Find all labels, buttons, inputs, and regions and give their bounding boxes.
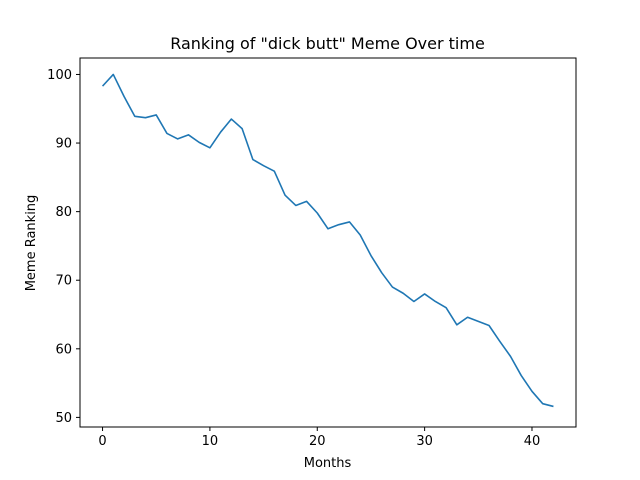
series-line-0 <box>101 73 554 408</box>
data-point <box>391 286 393 288</box>
data-point <box>230 118 232 120</box>
data-point <box>198 141 200 143</box>
y-tick-label: 60 <box>55 342 72 357</box>
x-tick-label: 30 <box>416 434 433 449</box>
data-point <box>327 228 329 230</box>
data-point <box>123 95 125 97</box>
data-point <box>520 375 522 377</box>
data-point <box>209 147 211 149</box>
plot-area <box>79 57 577 428</box>
x-axis-ticks: 0 10 20 30 40 <box>98 427 540 449</box>
x-axis-label: Months <box>304 456 352 471</box>
x-tick-label: 10 <box>202 434 219 449</box>
data-point <box>542 403 544 405</box>
data-point <box>284 194 286 196</box>
x-tick-label: 20 <box>309 434 326 449</box>
data-point <box>306 200 308 202</box>
data-point <box>273 170 275 172</box>
data-point <box>370 255 372 257</box>
data-point <box>348 221 350 223</box>
data-point <box>381 272 383 274</box>
data-point <box>424 293 426 295</box>
data-point <box>187 134 189 136</box>
data-point <box>252 159 254 161</box>
data-point <box>477 320 479 322</box>
data-point <box>402 292 404 294</box>
axes-frame <box>79 57 577 428</box>
data-point <box>434 300 436 302</box>
data-point <box>241 128 243 130</box>
data-point <box>467 316 469 318</box>
y-tick-label: 50 <box>55 411 72 426</box>
data-point <box>144 117 146 119</box>
data-point <box>445 307 447 309</box>
y-axis-ticks: 50 60 70 80 90 100 <box>47 68 80 426</box>
y-tick-label: 90 <box>55 137 72 152</box>
data-point <box>413 300 415 302</box>
y-tick-label: 70 <box>55 274 72 289</box>
data-point <box>102 85 104 87</box>
x-tick-label: 40 <box>524 434 541 449</box>
data-point <box>456 324 458 326</box>
data-point <box>552 405 554 407</box>
data-point <box>166 132 168 134</box>
data-point <box>263 165 265 167</box>
data-point <box>499 340 501 342</box>
y-axis-label: Meme Ranking <box>24 195 39 292</box>
y-tick-label: 80 <box>55 205 72 220</box>
data-point <box>155 114 157 116</box>
data-point <box>177 138 179 140</box>
x-tick-label: 0 <box>98 434 106 449</box>
data-point <box>338 224 340 226</box>
data-point <box>359 234 361 236</box>
chart-title: Ranking of "dick butt" Meme Over time <box>170 34 485 53</box>
data-point <box>510 355 512 357</box>
data-point <box>488 324 490 326</box>
y-tick-label: 100 <box>47 68 72 83</box>
data-point <box>316 212 318 214</box>
data-point <box>295 204 297 206</box>
data-point <box>220 131 222 133</box>
data-point <box>112 73 114 75</box>
data-point <box>134 115 136 117</box>
data-point <box>531 390 533 392</box>
